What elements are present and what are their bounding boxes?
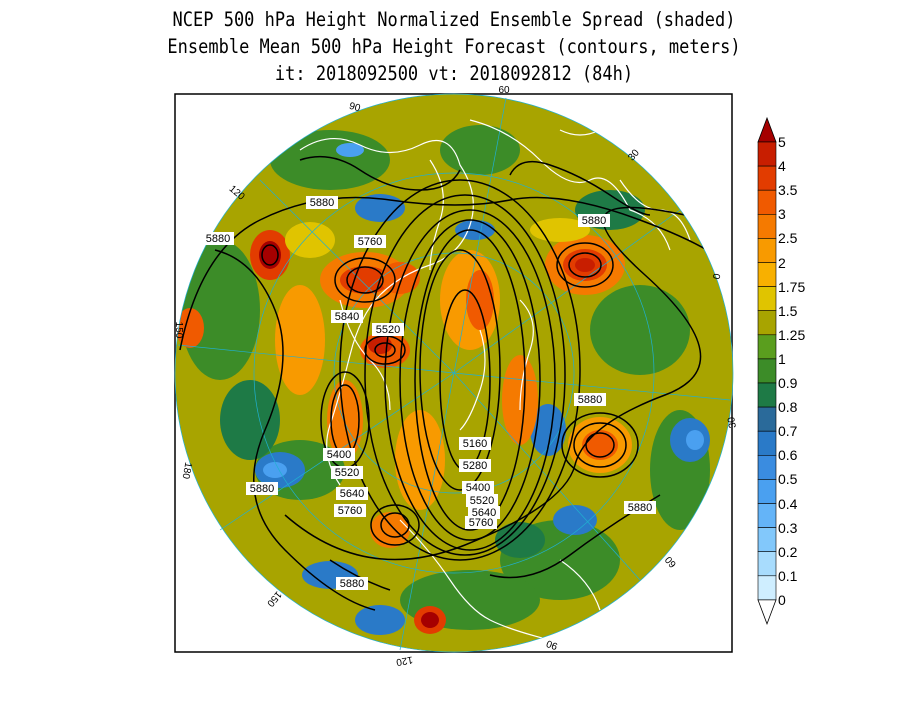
contour-label-box bbox=[624, 501, 656, 514]
colorbar-swatch bbox=[757, 165, 777, 191]
colorbar-swatch bbox=[757, 503, 777, 528]
colorbar-swatch bbox=[757, 575, 777, 601]
contour-label-box bbox=[202, 232, 234, 245]
longitude-label: 90 bbox=[545, 637, 560, 651]
longitude-label: 150 bbox=[173, 322, 184, 339]
longitude-label: 120 bbox=[395, 654, 414, 668]
colorbar-level-label: 0.6 bbox=[778, 447, 798, 464]
contour-label-box bbox=[459, 459, 491, 472]
contour-label: 5880 bbox=[578, 394, 602, 406]
colorbar-level-label: 3.5 bbox=[778, 182, 798, 199]
contour-label: 5880 bbox=[310, 197, 334, 209]
contour-label: 5880 bbox=[206, 233, 230, 245]
title-line-3: it: 2018092500 vt: 2018092812 (84h) bbox=[274, 62, 634, 86]
contour-label-box bbox=[246, 482, 278, 495]
contour-label-box bbox=[336, 577, 368, 590]
contour-labels: 5880588058805760584055205880540055205640… bbox=[202, 196, 656, 590]
contour-label: 5400 bbox=[466, 482, 490, 494]
contour-label: 5880 bbox=[340, 578, 364, 590]
colorbar-swatch bbox=[757, 479, 777, 504]
longitude-label: 90 bbox=[348, 101, 362, 115]
colorbar bbox=[757, 116, 777, 626]
contour-label: 5520 bbox=[376, 324, 400, 336]
colorbar-level-label: 0.8 bbox=[778, 399, 798, 416]
colorbar-swatch bbox=[757, 406, 777, 432]
longitude-label: 30 bbox=[726, 416, 739, 429]
contour-label: 5840 bbox=[335, 311, 359, 323]
colorbar-level-label: 3 bbox=[778, 206, 786, 223]
height-contours bbox=[179, 155, 731, 611]
colorbar-swatch bbox=[757, 214, 777, 239]
colorbar-level-label: 1.75 bbox=[778, 278, 806, 295]
colorbar-level-label: 0.5 bbox=[778, 471, 798, 488]
colorbar-swatch bbox=[757, 262, 777, 287]
longitude-label: 60 bbox=[663, 553, 679, 569]
contour-label: 5640 bbox=[340, 488, 364, 500]
colorbar-swatch bbox=[757, 430, 777, 456]
contour-label-box bbox=[578, 214, 610, 227]
colorbar-level-label: 0.2 bbox=[778, 543, 798, 560]
colorbar-level-label: 1 bbox=[778, 350, 786, 367]
colorbar-level-label: 0.4 bbox=[778, 495, 798, 512]
contour-label-box bbox=[465, 516, 497, 529]
contour-label: 5760 bbox=[469, 517, 493, 529]
colorbar-swatch bbox=[757, 141, 777, 167]
colorbar-top-arrow bbox=[757, 116, 777, 143]
colorbar-swatch bbox=[757, 454, 777, 480]
colorbar-swatch bbox=[757, 189, 777, 215]
colorbar-level-label: 0.9 bbox=[778, 375, 798, 391]
contour-label-box bbox=[336, 487, 368, 500]
colorbar-level-label: 0.1 bbox=[778, 567, 798, 584]
contour-label: 5880 bbox=[250, 483, 274, 495]
colorbar-swatch bbox=[757, 286, 777, 312]
contour-label-box bbox=[462, 481, 494, 494]
colorbar-level-label: 0.3 bbox=[778, 519, 798, 536]
colorbar-swatch bbox=[757, 238, 777, 263]
colorbar-level-label: 0 bbox=[778, 591, 786, 608]
contour-label-box bbox=[334, 504, 366, 517]
colorbar-swatch bbox=[757, 334, 777, 360]
colorbar-level-label: 5 bbox=[778, 134, 786, 150]
contour-label-box bbox=[466, 494, 498, 507]
contour-label-box bbox=[459, 437, 491, 450]
contour-label-box bbox=[574, 393, 606, 406]
contour-label-box bbox=[323, 448, 355, 461]
colorbar-swatch bbox=[757, 310, 777, 336]
contour-label: 5760 bbox=[338, 505, 362, 517]
longitude-label: 60 bbox=[498, 85, 510, 96]
contour-label: 5520 bbox=[470, 495, 494, 507]
colorbar-level-label: 4 bbox=[778, 158, 786, 175]
contour-label-box bbox=[306, 196, 338, 209]
colorbar-level-label: 1.5 bbox=[778, 302, 798, 319]
contour-label: 5880 bbox=[582, 215, 606, 227]
contour-label-box bbox=[372, 323, 404, 336]
contour-label-box bbox=[354, 235, 386, 248]
title-line-1: NCEP 500 hPa Height Normalized Ensemble … bbox=[172, 8, 736, 32]
contour-label: 5520 bbox=[335, 467, 359, 479]
colorbar-level-label: 0.7 bbox=[778, 423, 798, 440]
title-line-2: Ensemble Mean 500 hPa Height Forecast (c… bbox=[167, 35, 741, 59]
colorbar-level-label: 2 bbox=[778, 254, 786, 271]
colorbar-level-label: 1.25 bbox=[778, 326, 806, 343]
contour-label-box bbox=[331, 310, 363, 323]
colorbar-swatch bbox=[757, 382, 777, 408]
contour-label: 5160 bbox=[463, 438, 487, 450]
colorbar-swatch bbox=[757, 551, 777, 577]
contour-label: 5280 bbox=[463, 460, 487, 472]
longitude-label: 180 bbox=[180, 461, 194, 480]
contour-label: 5760 bbox=[358, 236, 382, 248]
contour-label-box bbox=[468, 506, 500, 519]
colorbar-level-label: 2.5 bbox=[778, 230, 798, 247]
contour-label: 5880 bbox=[628, 502, 652, 514]
contour-label-box bbox=[331, 466, 363, 479]
longitude-label: 0 bbox=[712, 272, 724, 280]
colorbar-bottom-arrow bbox=[757, 599, 777, 626]
colorbar-swatch bbox=[757, 527, 777, 552]
colorbar-swatch bbox=[757, 358, 777, 384]
contour-label: 5400 bbox=[327, 449, 351, 461]
